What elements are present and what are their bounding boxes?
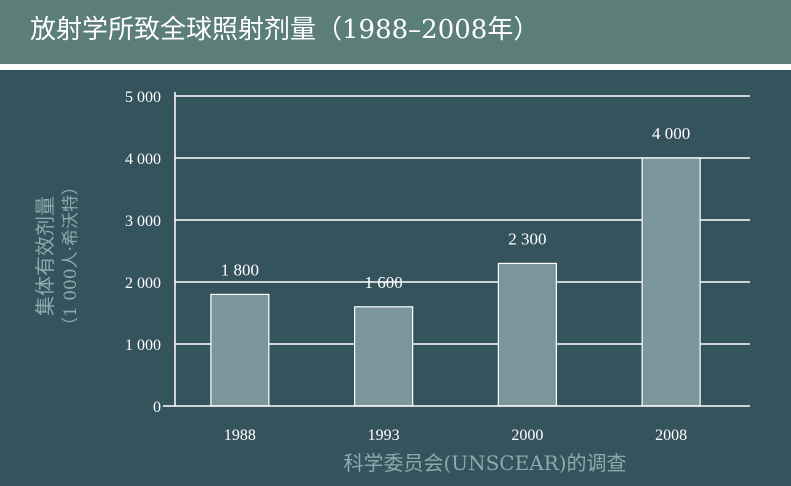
x-axis-title: 科学委员会(UNSCEAR)的调查 bbox=[343, 451, 626, 475]
y-axis-unit: （1 000人·希沃特） bbox=[61, 178, 81, 334]
y-tick-label: 5 000 bbox=[125, 89, 161, 106]
bar-1993 bbox=[354, 306, 414, 407]
bar-1988 bbox=[210, 293, 270, 407]
bar-2008 bbox=[641, 157, 701, 407]
y-tick-label: 4 000 bbox=[125, 151, 161, 168]
value-label: 4 000 bbox=[652, 124, 690, 143]
value-label: 1 600 bbox=[365, 273, 403, 292]
x-tick-label: 2008 bbox=[655, 427, 687, 444]
x-tick-label: 1988 bbox=[224, 427, 256, 444]
bar-chart: 0 1 000 2 000 3 000 4 000 5 000 1 800 1988 1 600… bbox=[33, 89, 750, 475]
axes bbox=[163, 92, 750, 407]
value-label: 2 300 bbox=[508, 229, 546, 248]
value-label: 1 800 bbox=[221, 260, 259, 279]
y-tick-label: 2 000 bbox=[125, 275, 161, 292]
page-title: 放射学所致全球照射剂量（1988–2008年） bbox=[30, 15, 540, 45]
bar-2000 bbox=[497, 262, 557, 407]
labels: 0 1 000 2 000 3 000 4 000 5 000 1 800 1988 1 600… bbox=[125, 89, 690, 444]
x-tick-label: 2000 bbox=[511, 427, 543, 444]
x-tick-label: 1993 bbox=[368, 427, 400, 444]
title-bar: 放射学所致全球照射剂量（1988–2008年） bbox=[0, 0, 791, 64]
title-divider bbox=[0, 64, 791, 70]
chart-panel: 0 1 000 2 000 3 000 4 000 5 000 1 800 1988 1 600… bbox=[0, 70, 791, 486]
y-tick-label: 1 000 bbox=[125, 337, 161, 354]
y-tick-label: 0 bbox=[153, 399, 161, 416]
bars bbox=[210, 157, 701, 407]
y-tick-label: 3 000 bbox=[125, 213, 161, 230]
y-axis-title: 集体有效剂量 bbox=[33, 196, 57, 316]
